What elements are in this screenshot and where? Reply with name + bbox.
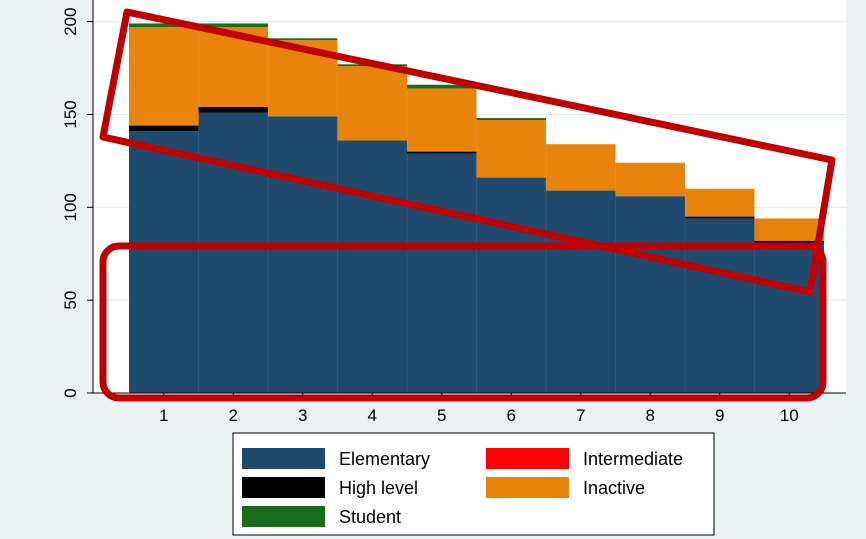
x-tick-label: 9 (715, 406, 724, 425)
bar-segment-inactive (685, 188, 755, 217)
legend-label: Inactive (583, 478, 645, 498)
bar-segment-inactive (546, 144, 616, 191)
bar-segment-inactive (407, 88, 477, 152)
legend-swatch (242, 506, 325, 527)
legend-label: Student (339, 507, 401, 527)
bars (129, 0, 824, 393)
y-axis: 0 50 100 150 200 (61, 0, 94, 398)
bar-segment-elementary (407, 153, 477, 393)
legend-label: High level (339, 478, 418, 498)
x-tick-label: 8 (646, 406, 655, 425)
bar-segment-elementary (198, 112, 268, 393)
bar-segment-inactive (754, 218, 824, 241)
x-tick-label: 10 (780, 406, 799, 425)
bar-segment-elementary (337, 140, 407, 393)
bar-segment-high-level (198, 107, 268, 113)
x-axis: 1 2 3 4 5 6 7 8 9 10 (93, 392, 846, 425)
x-tick-label: 1 (159, 406, 168, 425)
y-tick-label: 0 (61, 388, 80, 397)
legend-swatch (242, 477, 325, 498)
bar-segment-student (268, 38, 338, 41)
bar-segment-inactive (615, 162, 685, 197)
annotations (99, 8, 836, 402)
x-tick-label: 7 (576, 406, 585, 425)
bar-segment-inactive (337, 66, 407, 141)
bar-segment-elementary (476, 177, 546, 393)
bar-segment-elementary (615, 196, 685, 393)
y-tick-label: 50 (61, 291, 80, 310)
y-tick-label: 150 (61, 100, 80, 128)
legend-swatch (486, 448, 569, 469)
legend-swatch (486, 477, 569, 498)
x-tick-label: 5 (437, 406, 446, 425)
bar-segment-high-level (407, 151, 477, 154)
annotation-rectangle (99, 242, 827, 402)
legend-swatch (242, 448, 325, 469)
bar-segment-inactive (129, 27, 199, 126)
bar-segment-high-level (685, 216, 755, 219)
bar-segment-student (476, 118, 546, 121)
annotation-rotated-rectangle (99, 8, 836, 296)
bar-segment-student (198, 23, 268, 28)
bar-segment-inactive (476, 120, 546, 178)
x-tick-label: 6 (507, 406, 516, 425)
x-tick-label: 3 (298, 406, 307, 425)
bar-segment-high-level (129, 125, 199, 132)
bar-segment-elementary (268, 116, 338, 393)
bar-segment-elementary (546, 190, 616, 393)
bar-segment-student (407, 84, 477, 89)
y-tick-label: 100 (61, 193, 80, 221)
bar-segment-high-level (754, 240, 824, 243)
legend-label: Intermediate (583, 449, 683, 469)
bar-segment-elementary (129, 131, 199, 393)
x-tick-label: 2 (229, 406, 238, 425)
legend-label: Elementary (339, 449, 430, 469)
x-tick-label: 4 (368, 406, 377, 425)
bar-segment-student (129, 23, 199, 28)
y-tick-label: 200 (61, 7, 80, 35)
legend: Elementary Intermediate High level Inactive… (232, 432, 715, 536)
